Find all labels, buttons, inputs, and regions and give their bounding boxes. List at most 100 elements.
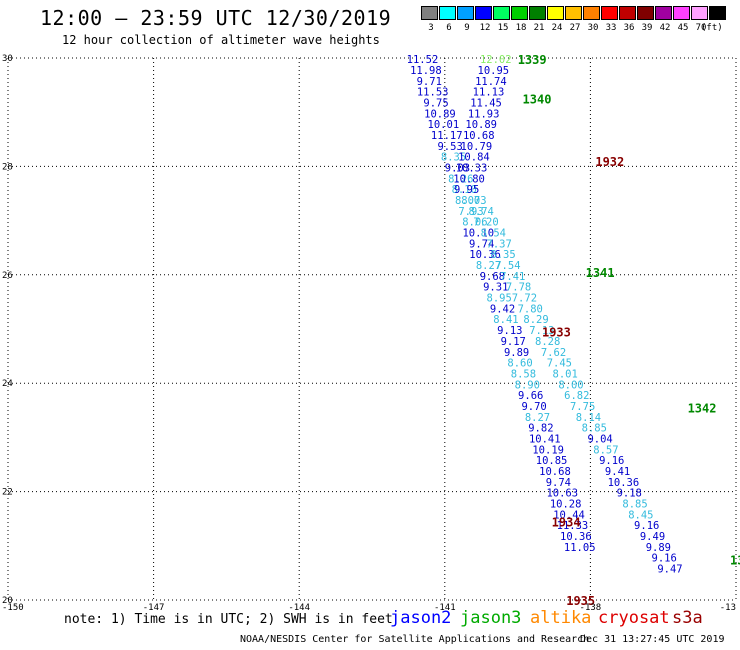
wave-height-value: 11.52 [407, 54, 439, 66]
wave-height-value: 9.13 [497, 325, 522, 337]
wave-height-value: 11.74 [475, 76, 507, 88]
wave-height-value: 11.45 [470, 97, 502, 109]
wave-height-value: 9.74 [546, 477, 571, 489]
wave-height-value: 8.58 [511, 368, 536, 380]
wave-height-value: 7.41 [500, 271, 525, 283]
wave-height-value: 7.62 [541, 347, 566, 359]
wave-height-value: 9.82 [528, 423, 553, 435]
wave-height-value: 9.16 [599, 455, 624, 467]
wave-height-value: 8.01 [553, 368, 578, 380]
wave-height-value: 8.35 [441, 152, 466, 164]
colorbar-swatch [439, 6, 456, 20]
wave-height-value: 11.33 [557, 520, 589, 532]
wave-height-value: 9.68 [480, 271, 505, 283]
colorbar-swatch [457, 6, 474, 20]
wave-height-value: 9.04 [587, 433, 612, 445]
colorbar-label: 70 [695, 23, 707, 33]
y-tick-label: 30 [2, 54, 13, 64]
wave-height-value: 7.37 [487, 238, 512, 250]
map-subtitle: 12 hour collection of altimeter wave hei… [62, 33, 380, 47]
wave-height-value: 7.78 [506, 282, 531, 294]
wave-height-value: 8.29 [523, 314, 548, 326]
pass-number-label: 1934 [552, 515, 581, 529]
wave-height-value: 8.10 [452, 184, 477, 196]
colorbar-swatch [601, 6, 618, 20]
pass-number-label: 1935 [566, 594, 595, 608]
colorbar-label: 42 [659, 23, 671, 33]
wave-height-value: 10.28 [550, 499, 582, 511]
wave-height-value: 8.41 [493, 314, 518, 326]
colorbar-swatch [637, 6, 654, 20]
legend-jason3: jason3 [460, 608, 522, 628]
legend-cryosat: cryosat [598, 608, 670, 628]
wave-height-value: 7.72 [512, 293, 537, 305]
colorbar-swatch [673, 6, 690, 20]
wave-height-value: 9.49 [640, 531, 665, 543]
wave-height-value: 9.89 [646, 542, 671, 554]
colorbar-swatch [547, 6, 564, 20]
colorbar-label: 27 [569, 23, 581, 33]
x-tick-label: -147 [143, 603, 165, 613]
wave-height-value: 9.42 [490, 303, 515, 315]
wave-height-value: 7.20 [473, 217, 498, 229]
wave-height-value: 11.05 [564, 542, 596, 554]
wave-height-value: 9.16 [652, 553, 677, 565]
wave-height-value: 11.53 [417, 87, 449, 99]
wave-height-value: 7.13 [529, 325, 554, 337]
colorbar-label: 9 [464, 23, 470, 33]
wave-height-value: 8.73 [461, 195, 486, 207]
pass-labels: 1339 1340 1932 1341 1933 1342 1934 134 1935 [518, 53, 740, 608]
wave-height-value: 7.80 [518, 303, 543, 315]
wave-height-value: 9.47 [657, 564, 682, 576]
wave-height-value: 10.79 [461, 141, 493, 153]
wave-height-value: 10.68 [539, 466, 571, 478]
wave-height-value: 8.27 [476, 260, 501, 272]
wave-height-value: 9.41 [605, 466, 630, 478]
wave-height-value: 8.95 [487, 293, 512, 305]
wave-height-value: 10.10 [462, 228, 494, 240]
colorbar-swatch [691, 6, 708, 20]
wave-height-value: 8.27 [525, 412, 550, 424]
wave-height-value: 8.00 [558, 379, 583, 391]
y-tick-label: 24 [2, 379, 13, 389]
wave-height-value: 7.54 [495, 260, 520, 272]
wave-height-value: 8.85 [622, 499, 647, 511]
x-tick-label: -150 [2, 603, 24, 613]
colorbar-swatch [565, 6, 582, 20]
wave-height-value: 8.90 [515, 379, 540, 391]
colorbar-label: 39 [641, 23, 653, 33]
colorbar-swatch [619, 6, 636, 20]
wave-height-value: 10.01 [428, 119, 460, 131]
wave-height-value: 10.36 [560, 531, 592, 543]
colorbar-label: 6 [446, 23, 452, 33]
y-tick-label: 22 [2, 488, 13, 498]
wave-height-value: 10.36 [608, 477, 640, 489]
colorbar-swatch [475, 6, 492, 20]
map-grid [7, 57, 737, 601]
colorbar-swatch [583, 6, 600, 20]
colorbar-unit: (ft) [701, 23, 723, 33]
wave-height-value: 8.57 [593, 444, 618, 456]
wave-height-value: 9.31 [483, 282, 508, 294]
wave-height-value: 9.03 [445, 162, 470, 174]
colorbar-swatch [421, 6, 438, 20]
wave-height-value: 10.85 [536, 455, 568, 467]
wave-height-value: 8.00 [455, 195, 480, 207]
wave-height-value: 10.68 [463, 130, 495, 142]
wave-height-value: 10.44 [553, 509, 585, 521]
x-tick-label: -144 [288, 603, 310, 613]
wave-height-value: 11.17 [431, 130, 463, 142]
map-title: 12:00 – 23:59 UTC 12/30/2019 [40, 6, 392, 30]
colorbar-label: 15 [497, 23, 509, 33]
wave-height-value: 9.74 [469, 238, 494, 250]
wave-height-value: 7.45 [547, 358, 572, 370]
wave-height-value: 10.95 [478, 65, 510, 77]
wave-height-value: 10.80 [453, 173, 485, 185]
legend-s3a: s3a [672, 608, 703, 628]
y-tick-label: 20 [2, 596, 13, 606]
wave-height-value: 8.45 [628, 509, 653, 521]
wave-height-value: 8.28 [535, 336, 560, 348]
colorbar-swatch [493, 6, 510, 20]
wave-height-value: 9.17 [501, 336, 526, 348]
